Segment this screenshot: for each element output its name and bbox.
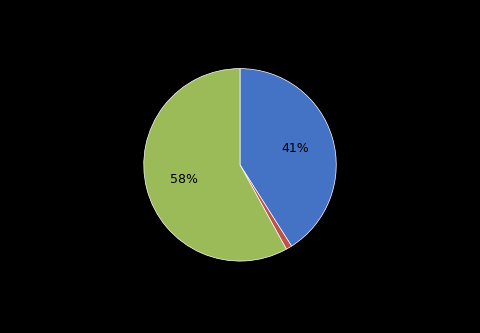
- Wedge shape: [240, 69, 336, 246]
- Wedge shape: [240, 165, 291, 249]
- Text: 41%: 41%: [282, 142, 309, 155]
- Text: 58%: 58%: [170, 173, 198, 186]
- Wedge shape: [144, 69, 287, 261]
